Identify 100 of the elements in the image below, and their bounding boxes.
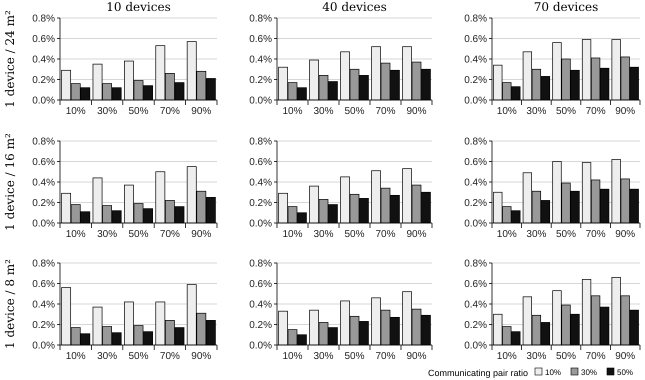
x-tick-label: 70% [375, 229, 396, 240]
x-tick-label: 10% [282, 351, 303, 362]
chart-title: 70 devices [534, 0, 598, 14]
legend-label: 30% [581, 368, 598, 377]
y-tick-label: 0.2% [32, 320, 56, 331]
x-tick-label: 90% [615, 229, 636, 240]
y-tick-label: 0.8% [249, 14, 272, 24]
x-tick-label: 50% [128, 351, 149, 362]
x-tick-label: 90% [406, 351, 427, 362]
y-tick-label: 0.4% [32, 178, 56, 188]
y-tick-label: 0.6% [249, 279, 272, 290]
x-tick-label: 70% [160, 351, 180, 362]
x-tick-label: 50% [344, 229, 365, 240]
y-tick-label: 0.4% [249, 178, 272, 188]
x-tick-label: 30% [97, 106, 118, 117]
x-tick-label: 70% [375, 351, 396, 362]
x-tick-label: 30% [97, 351, 118, 362]
y-tick-label: 0.8% [249, 258, 272, 270]
y-tick-label: 0.8% [32, 14, 56, 24]
y-tick-label: 0.4% [32, 54, 56, 66]
x-tick-label: 30% [97, 229, 118, 240]
y-tick-label: 0.6% [249, 34, 272, 45]
y-tick-label: 0.0% [249, 218, 272, 230]
x-tick-label: 10% [496, 106, 517, 117]
y-tick-label: 0.4% [464, 300, 488, 310]
x-tick-label: 10% [66, 229, 86, 240]
y-tick-label: 0.6% [464, 279, 488, 290]
x-tick-label: 70% [586, 351, 606, 362]
x-tick-label: 70% [586, 229, 606, 240]
y-tick-label: 0.0% [32, 340, 56, 352]
y-tick-label: 0.8% [32, 136, 56, 148]
chart-title: 10 devices [106, 0, 171, 14]
x-tick-label: 10% [496, 351, 517, 362]
y-tick-label: 0.2% [464, 198, 488, 209]
x-tick-label: 90% [191, 351, 212, 362]
y-tick-label: 0.6% [249, 157, 272, 168]
x-tick-label: 50% [344, 351, 365, 362]
y-tick-label: 0.8% [464, 136, 488, 148]
x-tick-label: 90% [406, 229, 427, 240]
x-tick-label: 70% [160, 229, 180, 240]
x-tick-label: 90% [406, 106, 427, 117]
x-tick-label: 30% [313, 106, 334, 117]
y-tick-label: 0.2% [249, 198, 272, 209]
legend-label: 50% [617, 368, 634, 377]
y-tick-label: 0.4% [249, 54, 272, 66]
x-tick-label: 30% [526, 351, 547, 362]
y-tick-label: 0.8% [249, 136, 272, 148]
x-tick-label: 50% [556, 106, 576, 117]
y-axis-title: 1 device / 16 m² [3, 133, 17, 231]
y-tick-label: 0.8% [32, 258, 56, 270]
x-tick-label: 50% [556, 351, 576, 362]
y-tick-label: 0.0% [32, 96, 56, 106]
x-tick-label: 70% [160, 106, 180, 117]
x-tick-label: 50% [128, 106, 149, 117]
y-tick-label: 0.0% [249, 96, 272, 106]
y-tick-label: 0.0% [464, 96, 488, 106]
y-tick-label: 0.2% [249, 320, 272, 331]
x-tick-label: 90% [191, 106, 212, 117]
y-tick-label: 0.4% [464, 178, 488, 188]
x-tick-label: 50% [556, 229, 576, 240]
y-axis-title: 1 device / 8 m² [3, 258, 17, 349]
y-tick-label: 0.0% [464, 218, 488, 230]
y-tick-label: 0.2% [464, 320, 488, 331]
y-tick-label: 0.8% [464, 258, 488, 270]
y-tick-label: 0.2% [32, 75, 56, 86]
x-tick-label: 50% [128, 229, 149, 240]
y-tick-label: 0.6% [464, 157, 488, 168]
y-tick-label: 0.0% [32, 218, 56, 230]
x-tick-label: 10% [66, 351, 86, 362]
x-tick-label: 30% [313, 351, 334, 362]
x-tick-label: 30% [526, 229, 547, 240]
x-tick-label: 10% [66, 106, 86, 117]
x-tick-label: 90% [615, 351, 636, 362]
y-tick-label: 0.6% [32, 34, 56, 45]
legend-label: 10% [545, 368, 562, 377]
y-tick-label: 0.8% [464, 14, 488, 24]
x-tick-label: 10% [282, 229, 303, 240]
y-tick-label: 0.4% [32, 300, 56, 310]
legend-title: Communicating pair ratio [428, 368, 528, 378]
y-tick-label: 0.6% [464, 34, 488, 45]
x-tick-label: 30% [313, 229, 334, 240]
y-tick-label: 0.6% [32, 157, 56, 168]
y-tick-label: 0.0% [464, 340, 488, 352]
x-tick-label: 90% [615, 106, 636, 117]
x-tick-label: 10% [496, 229, 517, 240]
x-tick-label: 70% [586, 106, 606, 117]
y-tick-label: 0.2% [249, 75, 272, 86]
x-tick-label: 50% [344, 106, 365, 117]
x-tick-label: 90% [191, 229, 212, 240]
y-tick-label: 0.6% [32, 279, 56, 290]
y-axis-title: 1 device / 24 m² [3, 10, 17, 108]
y-tick-label: 0.2% [464, 75, 488, 86]
y-tick-label: 0.4% [249, 300, 272, 310]
x-tick-label: 70% [375, 106, 396, 117]
y-tick-label: 0.2% [32, 198, 56, 209]
y-tick-label: 0.0% [249, 340, 272, 352]
y-tick-label: 0.4% [464, 54, 488, 66]
x-tick-label: 30% [526, 106, 547, 117]
x-tick-label: 10% [282, 106, 303, 117]
chart-title: 40 devices [322, 0, 387, 14]
